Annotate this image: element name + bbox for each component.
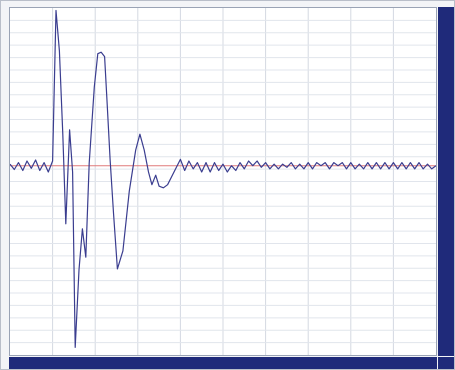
grid [10, 8, 436, 355]
waveform-series-line [9, 9, 437, 348]
bottom-axis-strip [9, 357, 437, 369]
axis-corner [438, 357, 454, 369]
waveform-chart [9, 8, 437, 355]
right-axis-strip [438, 7, 454, 356]
plot-area [9, 7, 437, 356]
series-layer [9, 9, 437, 348]
